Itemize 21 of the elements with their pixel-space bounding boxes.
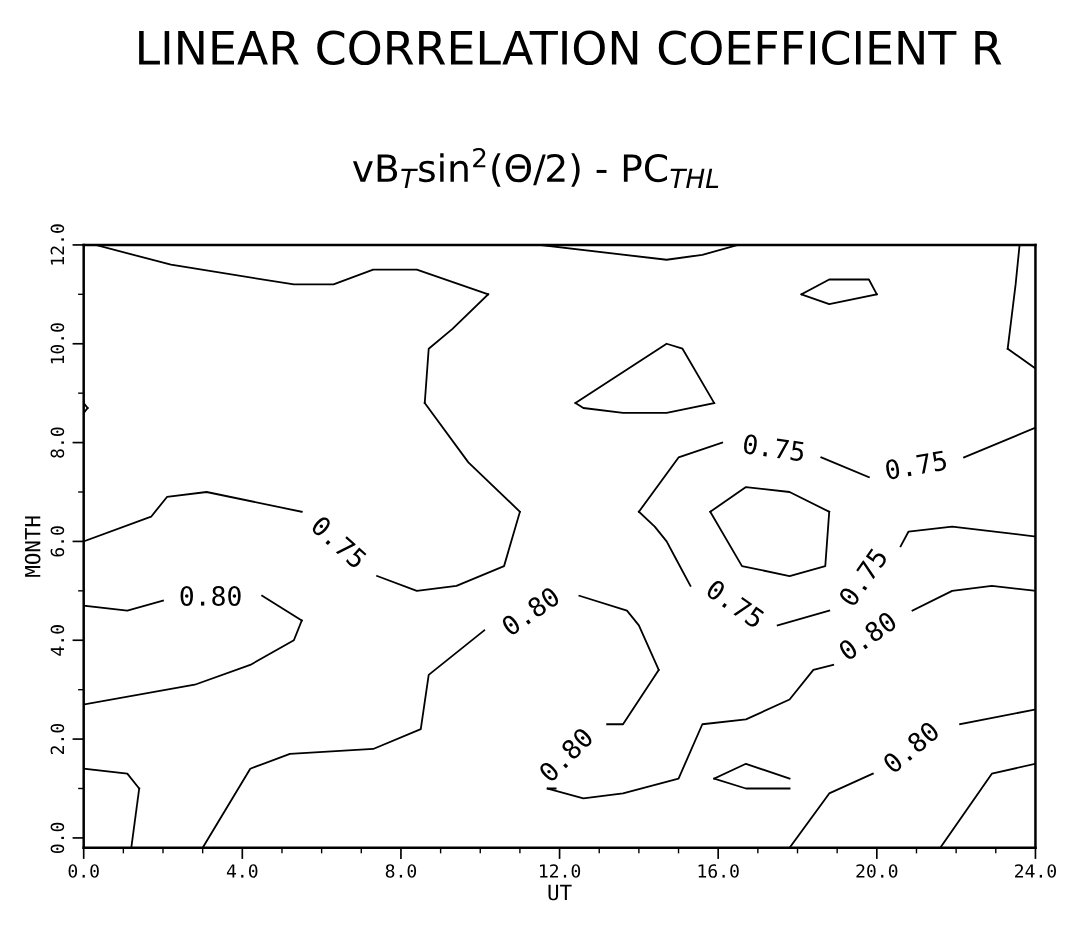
y-tick-label: 6.0 (50, 526, 65, 557)
y-axis-title: MONTH (24, 516, 41, 577)
x-tick-label: 4.0 (226, 864, 258, 878)
y-tick-label: 2.0 (50, 723, 65, 755)
y-tick-label: 0.0 (50, 822, 65, 854)
y-tick-label: 4.0 (50, 625, 65, 656)
x-tick-label: 0.0 (68, 864, 99, 878)
x-tick-label: 20.0 (856, 864, 898, 878)
x-tick-label: 16.0 (698, 864, 739, 878)
x-tick-label: 12.0 (540, 864, 581, 878)
x-tick-label: 24.0 (1015, 864, 1057, 878)
annotation: 0.75 (742, 433, 805, 462)
annotation: 0.80 (180, 586, 241, 606)
y-tick-label: 10.0 (50, 323, 65, 364)
annotation: 0.75 (884, 450, 948, 481)
chart-subtitle: vB$_{T}$sin$^{2}$(Θ/2) - PC$_{THL}$ (352, 147, 719, 188)
y-tick-label: 8.0 (50, 427, 65, 458)
chart-title: LINEAR CORRELATION COEFFICIENT R (139, 30, 1002, 66)
y-tick-label: 12.0 (50, 224, 65, 265)
x-axis-title: UT (548, 884, 572, 901)
x-tick-label: 8.0 (385, 864, 417, 878)
